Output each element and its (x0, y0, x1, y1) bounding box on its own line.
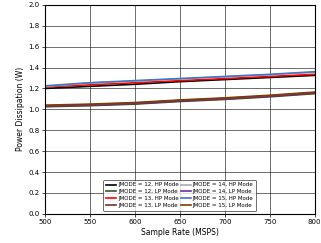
Y-axis label: Power Dissipation (W): Power Dissipation (W) (16, 67, 25, 151)
X-axis label: Sample Rate (MSPS): Sample Rate (MSPS) (141, 228, 219, 237)
Legend: JMODE = 12, HP Mode, JMODE = 12, LP Mode, JMODE = 13, HP Mode, JMODE = 13, LP Mo: JMODE = 12, HP Mode, JMODE = 12, LP Mode… (103, 180, 256, 211)
